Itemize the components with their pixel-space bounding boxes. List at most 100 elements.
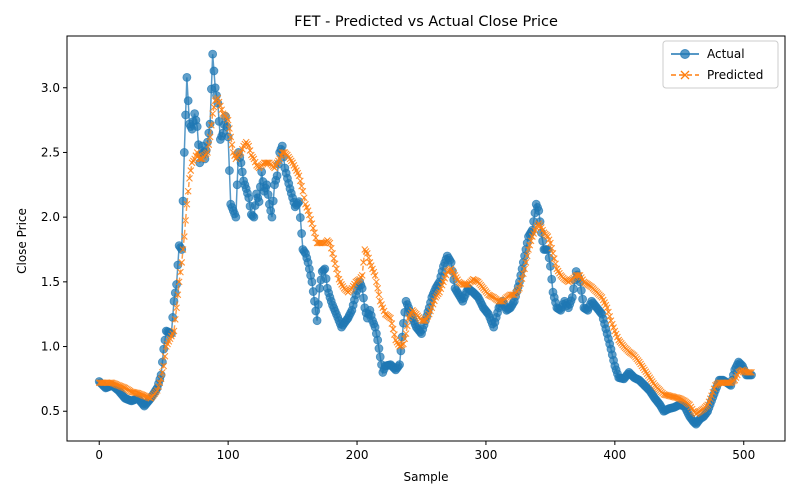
data-point-predicted xyxy=(174,291,182,299)
data-point-predicted xyxy=(170,327,178,335)
x-tick-label: 300 xyxy=(474,448,497,462)
data-point-predicted xyxy=(218,106,226,114)
data-point-predicted xyxy=(153,387,161,394)
data-point-actual xyxy=(263,190,273,199)
data-point-actual xyxy=(315,283,325,293)
data-point-predicted xyxy=(388,320,396,327)
data-point-predicted xyxy=(214,94,222,102)
data-point-predicted xyxy=(177,268,184,276)
y-tick-label: 2.0 xyxy=(41,210,60,224)
data-point-predicted xyxy=(548,244,556,252)
data-point-predicted xyxy=(298,182,305,190)
data-point-actual xyxy=(307,277,317,287)
data-point-predicted xyxy=(296,177,304,185)
data-point-predicted xyxy=(522,259,530,266)
data-point-predicted xyxy=(182,216,189,224)
data-point-actual xyxy=(249,212,259,222)
data-point-predicted xyxy=(400,340,407,348)
data-point-actual xyxy=(295,213,305,222)
x-tick-label: 400 xyxy=(603,448,626,462)
data-point-predicted xyxy=(263,159,271,167)
data-point-predicted xyxy=(107,379,115,387)
data-point-predicted xyxy=(180,233,188,240)
data-point-predicted xyxy=(552,260,559,268)
data-point-predicted xyxy=(157,375,165,383)
data-point-predicted xyxy=(311,229,318,237)
data-point-predicted xyxy=(187,167,195,174)
data-point-actual xyxy=(268,196,278,206)
y-axis-ticks: 0.5 1.0 1.5 2.0 2.5 3.0 xyxy=(41,81,67,418)
data-point-predicted xyxy=(372,278,380,286)
legend-marker-actual xyxy=(680,49,690,59)
plot-frame xyxy=(66,35,786,442)
y-tick-label: 2.5 xyxy=(41,145,60,159)
data-point-predicted xyxy=(461,281,469,288)
data-point-actual xyxy=(244,193,254,203)
series-actual xyxy=(94,49,756,429)
data-point-actual xyxy=(534,206,544,216)
data-point-predicted xyxy=(517,280,525,287)
x-axis-label: Sample xyxy=(404,470,449,484)
data-point-predicted xyxy=(300,194,308,202)
data-point-predicted xyxy=(606,312,614,320)
data-point-predicted xyxy=(605,308,612,316)
data-point-actual xyxy=(312,316,322,326)
data-point-predicted xyxy=(304,207,312,215)
data-point-actual xyxy=(320,264,330,274)
data-point-predicted xyxy=(131,389,139,396)
data-point-predicted xyxy=(374,284,382,292)
data-point-predicted xyxy=(327,244,335,252)
data-point-predicted xyxy=(527,237,535,245)
y-tick-label: 1.5 xyxy=(41,275,60,289)
data-point-actual xyxy=(210,83,220,93)
data-point-predicted xyxy=(519,270,527,278)
series-line-actual xyxy=(98,54,752,426)
data-point-actual xyxy=(297,229,307,238)
legend-label-predicted: Predicted xyxy=(707,68,763,82)
data-point-predicted xyxy=(156,379,164,387)
data-point-predicted xyxy=(745,369,753,376)
data-point-actual xyxy=(375,352,385,362)
data-point-predicted xyxy=(508,291,516,299)
data-point-predicted xyxy=(746,369,754,376)
data-point-predicted xyxy=(312,234,320,242)
data-point-predicted xyxy=(419,317,427,325)
data-point-predicted xyxy=(206,133,214,141)
data-point-predicted xyxy=(175,278,183,286)
data-point-predicted xyxy=(748,369,755,376)
data-point-predicted xyxy=(204,149,211,156)
data-point-actual xyxy=(446,258,456,267)
data-point-predicted xyxy=(547,239,554,247)
data-point-actual xyxy=(179,148,189,157)
data-point-actual xyxy=(209,66,219,76)
data-point-predicted xyxy=(525,246,532,253)
data-point-actual xyxy=(231,212,241,222)
x-tick-label: 100 xyxy=(217,448,240,462)
data-point-actual xyxy=(254,197,264,207)
data-point-actual xyxy=(267,212,277,222)
data-point-actual xyxy=(374,344,384,353)
data-point-predicted xyxy=(171,315,179,323)
data-point-actual xyxy=(547,274,557,284)
data-point-predicted xyxy=(209,110,217,118)
data-point-predicted xyxy=(334,270,342,278)
data-point-actual xyxy=(225,166,234,175)
data-point-actual xyxy=(236,158,246,168)
data-point-actual xyxy=(182,73,192,82)
data-point-actual xyxy=(399,318,408,328)
data-point-predicted xyxy=(387,314,394,322)
data-point-actual xyxy=(576,286,586,295)
data-point-predicted xyxy=(403,322,411,330)
data-point-actual xyxy=(177,245,187,254)
legend-box xyxy=(662,40,779,89)
data-point-actual xyxy=(569,284,578,294)
data-point-predicted xyxy=(523,252,531,260)
data-point-actual xyxy=(183,96,193,106)
data-point-predicted xyxy=(318,239,326,247)
data-point-predicted xyxy=(389,325,397,333)
data-point-predicted xyxy=(496,297,504,305)
data-point-predicted xyxy=(402,330,410,337)
data-point-actual xyxy=(313,300,323,309)
data-point-predicted xyxy=(160,362,168,370)
